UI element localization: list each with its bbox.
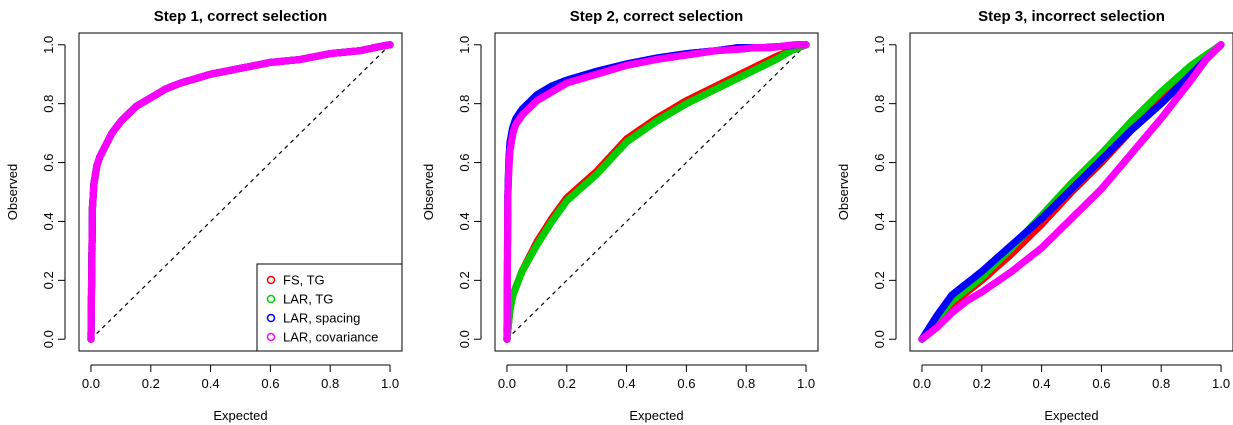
y-tick-label: 0.8	[872, 95, 887, 113]
data-point	[1216, 42, 1224, 50]
y-tick-label: 0.4	[872, 212, 887, 230]
data-points	[503, 41, 810, 343]
series-4	[503, 41, 810, 343]
chart-panel-2: Step 2, correct selection 0.0 0.2 0.4 0.6 0.8…	[421, 8, 819, 423]
x-tick-label: 0.6	[261, 376, 279, 391]
x-tick-label: 0.0	[82, 376, 100, 391]
plot-frame	[494, 32, 819, 352]
x-tick-label: 1.0	[797, 376, 815, 391]
reference-line	[90, 44, 391, 340]
series-3	[918, 41, 1225, 343]
legend-label: LAR, covariance	[283, 330, 378, 345]
y-tick-label: 0.0	[872, 330, 887, 348]
x-tick-label: 0.4	[1033, 376, 1051, 391]
y-tick-label: 0.2	[457, 271, 472, 289]
y-tick-label: 0.8	[457, 95, 472, 113]
legend-marker	[266, 294, 276, 304]
y-tick-label: 1.0	[457, 36, 472, 54]
plot-frame	[78, 32, 403, 352]
y-tick-label: 0.6	[41, 154, 56, 172]
y-tick-label: 0.0	[457, 330, 472, 348]
legend: FS, TG LAR, TG LAR, spacing LAR, covariance	[256, 263, 403, 352]
x-tick-label: 0.8	[1152, 376, 1170, 391]
chart-panel-1: Step 1, correct selection 0.0 0.2 0.4 0.6 0.8…	[5, 8, 403, 423]
x-tick-label: 0.6	[677, 376, 695, 391]
x-axis-label: Expected	[213, 408, 267, 423]
chart-title: Step 1, correct selection	[154, 8, 327, 25]
y-tick-label: 1.0	[872, 36, 887, 54]
legend-label: LAR, spacing	[283, 311, 360, 326]
x-tick-label: 1.0	[1212, 376, 1230, 391]
data-point	[802, 41, 810, 49]
x-tick-label: 0.6	[1092, 376, 1110, 391]
x-tick-label: 0.4	[202, 376, 220, 391]
y-axis-label: Observed	[421, 164, 436, 220]
legend-box	[256, 263, 403, 352]
chart-title: Step 3, incorrect selection	[978, 8, 1165, 25]
plot-frame	[909, 32, 1233, 352]
y-tick-label: 0.2	[872, 271, 887, 289]
x-tick-label: 0.2	[558, 376, 576, 391]
y-tick-label: 0.8	[41, 95, 56, 113]
y-axis-label: Observed	[836, 164, 851, 220]
legend-label: LAR, TG	[283, 292, 333, 307]
x-tick-label: 0.2	[142, 376, 160, 391]
legend-marker	[266, 332, 276, 342]
y-tick-label: 0.6	[457, 154, 472, 172]
y-tick-label: 0.0	[41, 330, 56, 348]
x-tick-label: 1.0	[381, 376, 399, 391]
y-tick-label: 0.2	[41, 271, 56, 289]
chart-panel-3: Step 3, incorrect selection 0.0 0.2 0.4 0.6 0…	[836, 8, 1233, 423]
data-point	[1217, 41, 1225, 49]
series-4	[87, 41, 394, 343]
y-axis-label: Observed	[5, 164, 20, 220]
y-tick-label: 0.6	[872, 154, 887, 172]
series-4	[918, 41, 1225, 343]
data-points	[87, 41, 394, 343]
x-tick-label: 0.4	[618, 376, 636, 391]
data-point	[1215, 43, 1223, 51]
data-point	[386, 41, 394, 49]
y-tick-label: 1.0	[41, 36, 56, 54]
x-tick-label: 0.8	[321, 376, 339, 391]
legend-marker	[266, 275, 276, 285]
chart-title: Step 2, correct selection	[570, 8, 743, 25]
legend-label: FS, TG	[283, 273, 325, 288]
legend-marker	[266, 313, 276, 323]
x-tick-label: 0.0	[498, 376, 516, 391]
y-tick-label: 0.4	[457, 212, 472, 230]
reference-line	[506, 44, 807, 340]
x-axis-label: Expected	[1044, 408, 1098, 423]
x-axis-label: Expected	[629, 408, 683, 423]
y-tick-label: 0.4	[41, 212, 56, 230]
data-points	[918, 41, 1225, 343]
x-tick-label: 0.0	[913, 376, 931, 391]
x-tick-label: 0.8	[737, 376, 755, 391]
x-tick-label: 0.2	[973, 376, 991, 391]
